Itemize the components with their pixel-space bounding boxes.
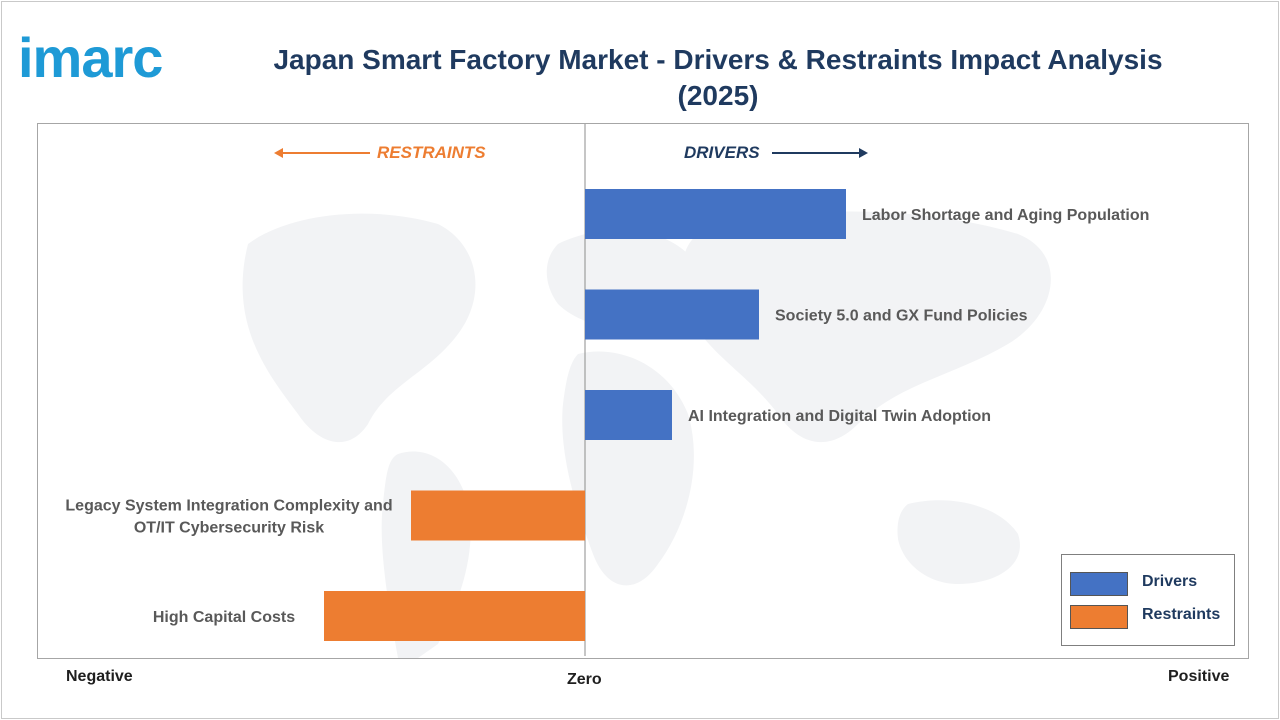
bar-drivers-0: [585, 189, 846, 239]
legend-label-drivers: Drivers: [1142, 573, 1198, 590]
right-arrow-icon: [772, 148, 868, 158]
bar-label-3: Legacy System Integration Complexity and…: [65, 498, 392, 537]
legend: Drivers Restraints: [1061, 554, 1235, 646]
title-line-1: Japan Smart Factory Market - Drivers & R…: [273, 44, 1163, 75]
restraints-direction-label: RESTRAINTS: [377, 143, 486, 162]
bar-restraints-4: [324, 591, 585, 641]
legend-swatch-restraints: [1070, 605, 1128, 629]
bar-label-1: Society 5.0 and GX Fund Policies: [775, 308, 1028, 325]
zero-axis-label: Zero: [567, 671, 602, 688]
bar-label-4: High Capital Costs: [153, 609, 295, 626]
negative-axis-label: Negative: [66, 668, 133, 685]
chart-title: Japan Smart Factory Market - Drivers & R…: [240, 42, 1196, 114]
legend-label-restraints: Restraints: [1142, 606, 1221, 623]
positive-axis-label: Positive: [1168, 668, 1230, 685]
bar-label-2: AI Integration and Digital Twin Adoption: [688, 408, 991, 425]
bar-label-0: Labor Shortage and Aging Population: [862, 207, 1149, 224]
imarc-logo: imarc: [18, 28, 208, 88]
logo-text: imarc: [18, 26, 163, 89]
title-line-2: (2025): [677, 80, 759, 111]
legend-swatch-drivers: [1070, 572, 1128, 596]
bar-drivers-1: [585, 289, 759, 340]
bar-restraints-3: [411, 490, 585, 541]
drivers-direction-label: DRIVERS: [684, 143, 760, 162]
left-arrow-icon: [274, 148, 370, 158]
bar-drivers-2: [585, 390, 672, 440]
